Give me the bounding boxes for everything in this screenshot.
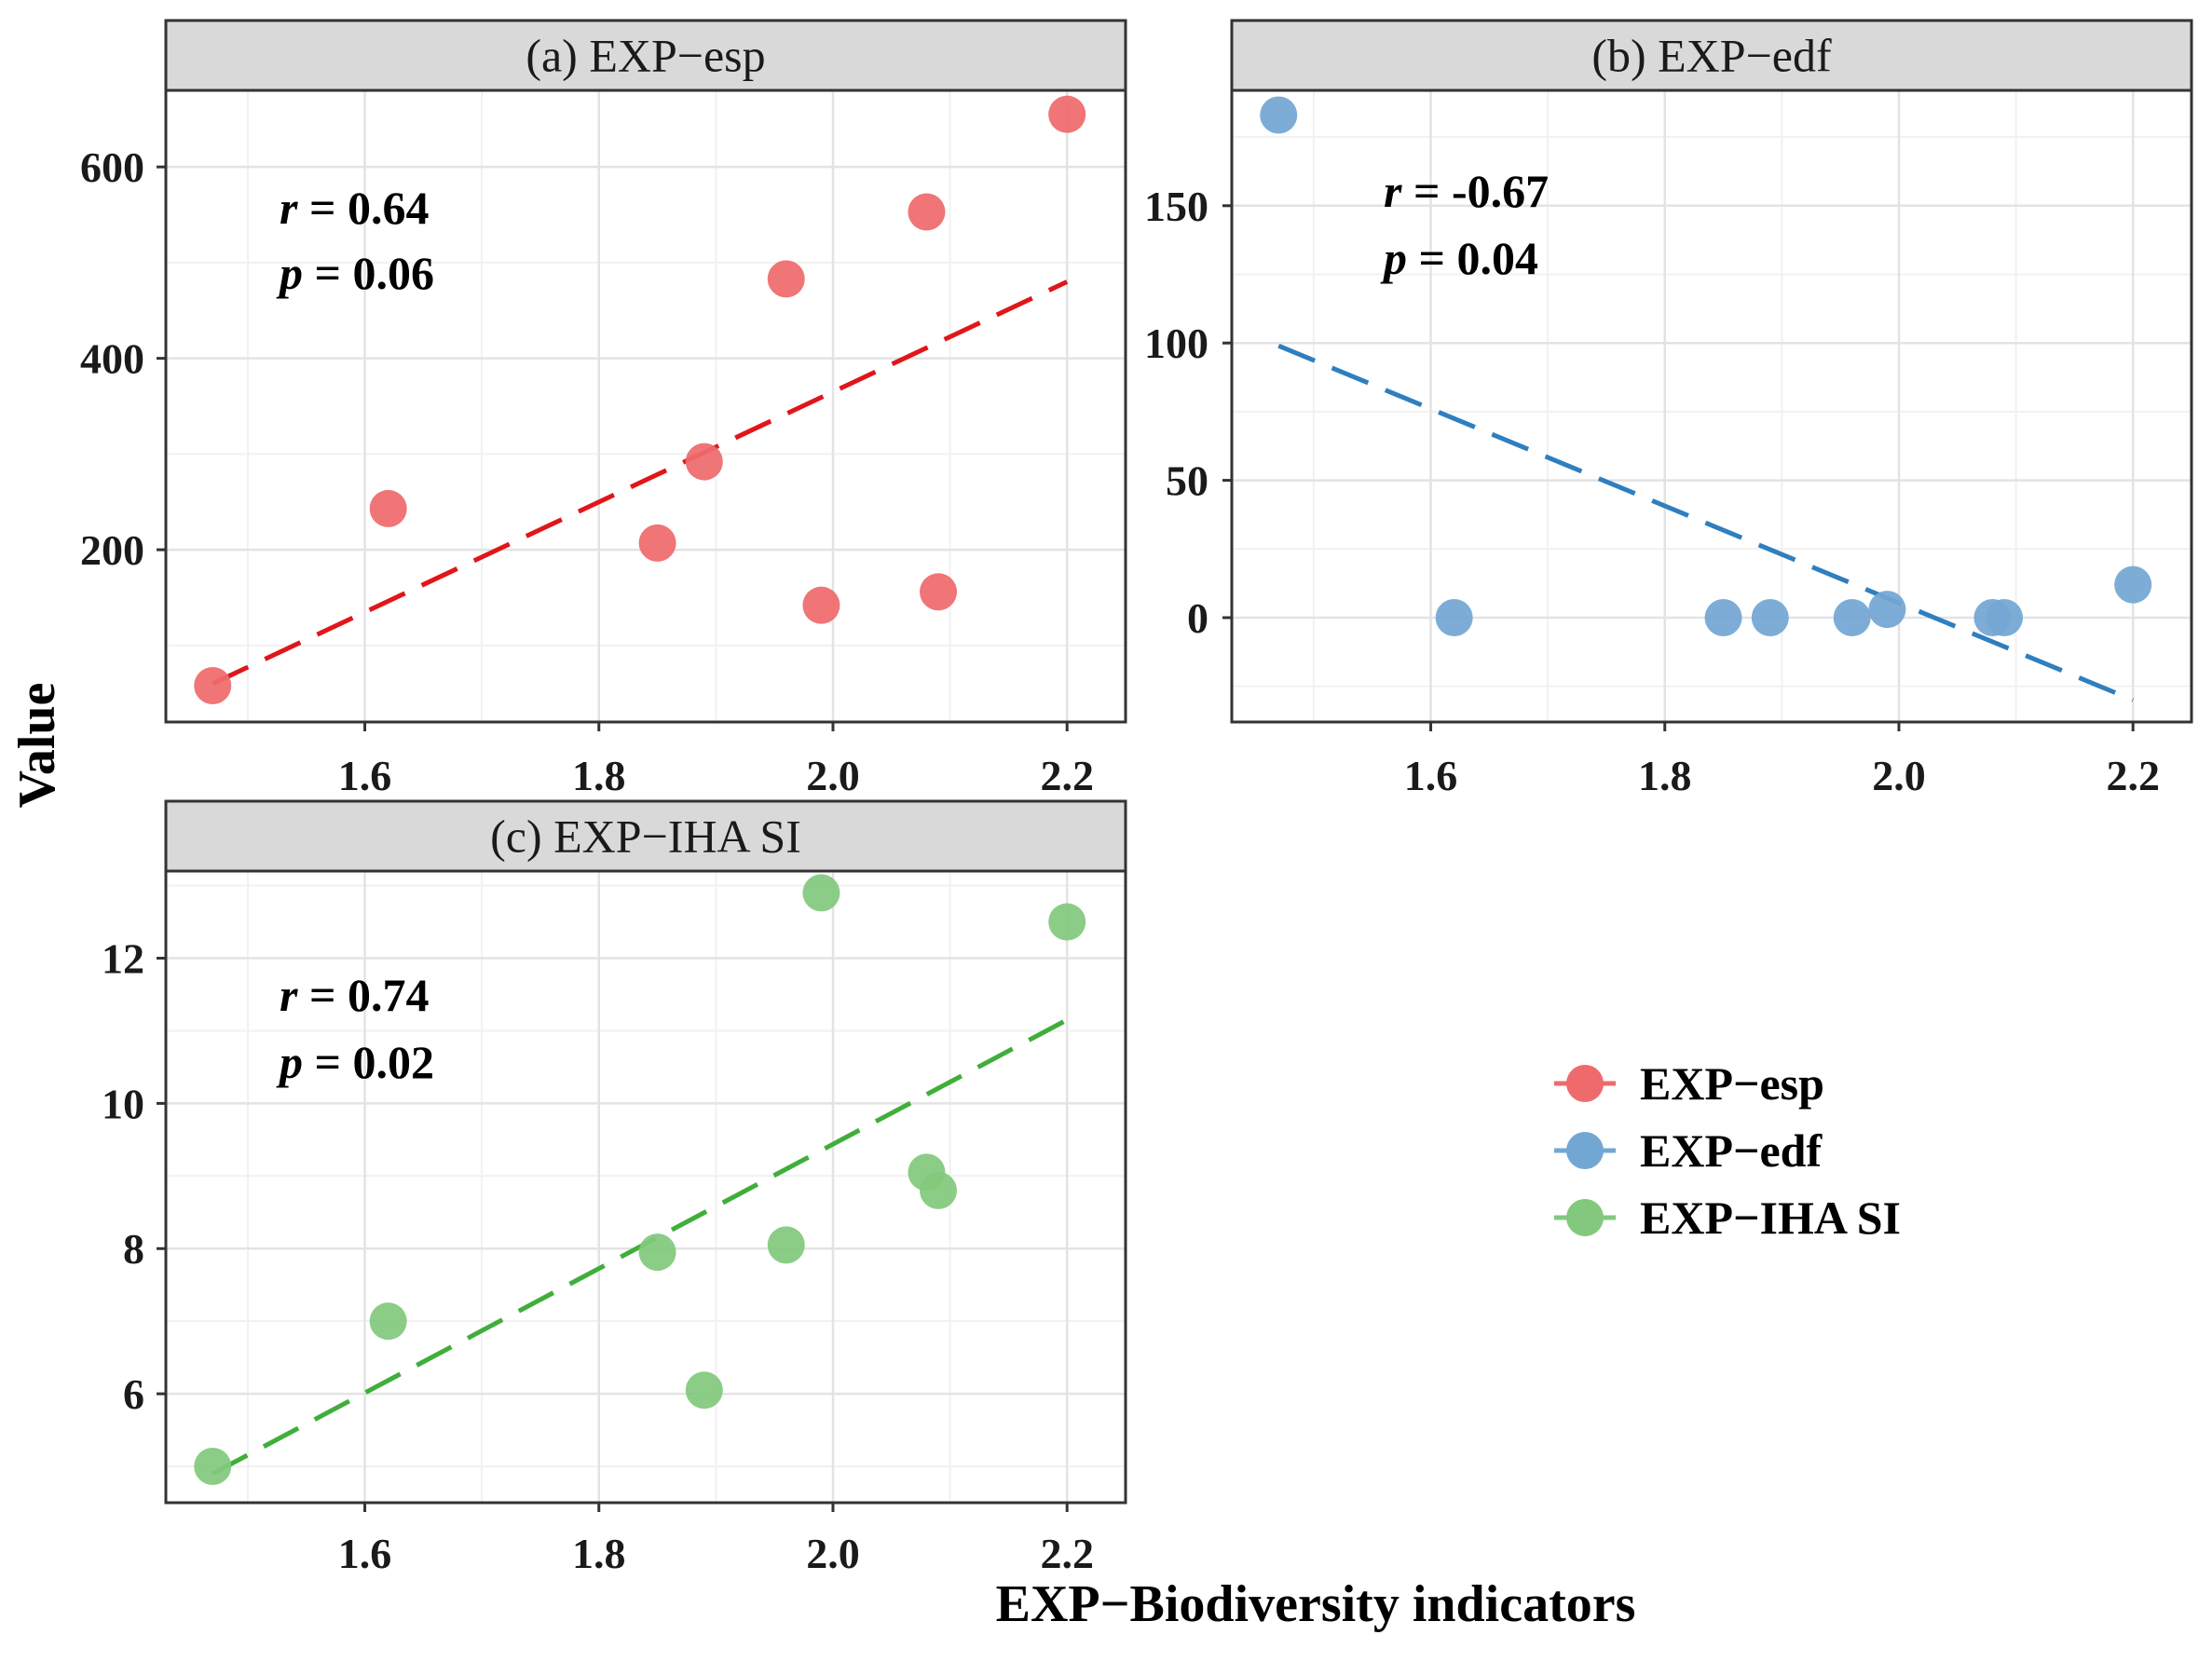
plot-background	[166, 871, 1126, 1503]
data-point	[920, 573, 958, 611]
data-point	[1751, 598, 1789, 636]
r-symbol: r	[280, 182, 298, 234]
p-annotation: p = 0.04	[1380, 232, 1538, 284]
y-tick-label: 6	[123, 1370, 144, 1418]
p-symbol: p	[276, 247, 303, 299]
x-tick-label: 2.2	[1040, 1530, 1094, 1577]
y-tick-label: 0	[1187, 594, 1208, 642]
plot-background	[166, 90, 1126, 722]
data-point	[920, 1171, 958, 1209]
legend-label: EXP−edf	[1640, 1124, 1823, 1177]
data-point	[194, 1448, 232, 1486]
panel-strip	[164, 799, 1127, 873]
data-point	[1048, 903, 1086, 941]
panel-c: 1.6 1.8 2.0 2.2 6 8 10 12 (c) EXP−IHA SI r = 0.74…	[102, 799, 1127, 1577]
x-tick-label: 1.8	[572, 752, 626, 799]
data-point	[369, 489, 407, 527]
data-point	[802, 586, 840, 624]
x-tick-label: 2.0	[806, 752, 860, 799]
y-tick-label: 400	[80, 335, 144, 383]
x-tick-label: 1.6	[1404, 752, 1458, 799]
legend-label: EXP−IHA SI	[1640, 1192, 1901, 1244]
legend-key-point	[1566, 1199, 1604, 1236]
data-point	[908, 193, 946, 231]
data-point	[2114, 565, 2152, 604]
y-tick-label: 8	[123, 1225, 144, 1273]
x-tick-label: 2.2	[2106, 752, 2160, 799]
r-symbol: r	[1384, 165, 1402, 217]
y-tick-label: 150	[1144, 183, 1208, 230]
x-tick-label: 2.2	[1040, 752, 1094, 799]
y-tick-label: 12	[102, 935, 144, 983]
panel-title: (a) EXP−esp	[526, 30, 765, 82]
p-value: = 0.04	[1407, 232, 1538, 284]
p-value: = 0.06	[303, 247, 434, 299]
r-annotation: r = 0.64	[280, 182, 429, 234]
p-annotation: p = 0.06	[276, 247, 434, 299]
data-point	[1986, 598, 2024, 636]
panel-title: (c) EXP−IHA SI	[490, 811, 801, 863]
data-point	[1435, 598, 1473, 636]
data-point	[767, 1226, 805, 1264]
x-tick-label: 1.6	[338, 1530, 392, 1577]
panel-strip	[1230, 19, 2193, 92]
x-tick-label: 1.6	[338, 752, 392, 799]
y-tick-label: 200	[80, 526, 144, 574]
data-point	[1048, 95, 1086, 133]
data-point	[685, 1371, 723, 1410]
x-tick-label: 1.8	[572, 1530, 626, 1577]
data-point	[638, 524, 676, 562]
panel-a: 1.6 1.8 2.0 2.2 200 400 600 (a) EXP−esp r = 0.64…	[80, 19, 1127, 799]
data-point	[767, 260, 805, 298]
legend-key-point	[1566, 1065, 1604, 1102]
y-tick-label: 600	[80, 143, 144, 191]
data-point	[685, 443, 723, 481]
r-annotation: r = -0.67	[1384, 165, 1549, 217]
p-symbol: p	[276, 1036, 303, 1088]
fit-line	[212, 279, 1069, 687]
data-point	[369, 1302, 407, 1341]
p-annotation: p = 0.02	[276, 1036, 434, 1088]
r-value: = 0.64	[297, 182, 429, 234]
r-value: = -0.67	[1401, 165, 1549, 217]
data-point	[638, 1233, 676, 1272]
r-value: = 0.74	[297, 969, 429, 1021]
panel-strip	[164, 19, 1127, 92]
panel-title: (b) EXP−edf	[1591, 30, 1832, 82]
p-symbol: p	[1380, 232, 1407, 284]
x-axis-title: EXP−Biodiversity indicators	[996, 1575, 1636, 1633]
data-point	[1868, 591, 1906, 629]
fit-line	[1277, 343, 2135, 702]
x-tick-label: 1.8	[1638, 752, 1692, 799]
legend: EXP−esp EXP−edf EXP−IHA SI	[1554, 1057, 1901, 1244]
data-point	[1704, 598, 1742, 636]
p-value: = 0.02	[303, 1036, 434, 1088]
y-axis-title: Value	[8, 683, 66, 809]
panel-b: 1.6 1.8 2.0 2.2 0 50 100 150 (b) EXP−edf r = -0.6…	[1144, 19, 2193, 799]
r-symbol: r	[280, 969, 298, 1021]
r-annotation: r = 0.74	[280, 969, 429, 1021]
data-point	[1833, 598, 1871, 636]
x-tick-label: 2.0	[1872, 752, 1926, 799]
y-tick-label: 100	[1144, 320, 1208, 367]
legend-label: EXP−esp	[1640, 1057, 1824, 1110]
data-point	[1260, 96, 1298, 134]
data-point	[194, 666, 232, 704]
y-tick-label: 10	[102, 1080, 144, 1127]
x-tick-label: 2.0	[806, 1530, 860, 1577]
data-point	[802, 874, 840, 912]
legend-key-point	[1566, 1132, 1604, 1169]
y-tick-label: 50	[1166, 457, 1208, 505]
